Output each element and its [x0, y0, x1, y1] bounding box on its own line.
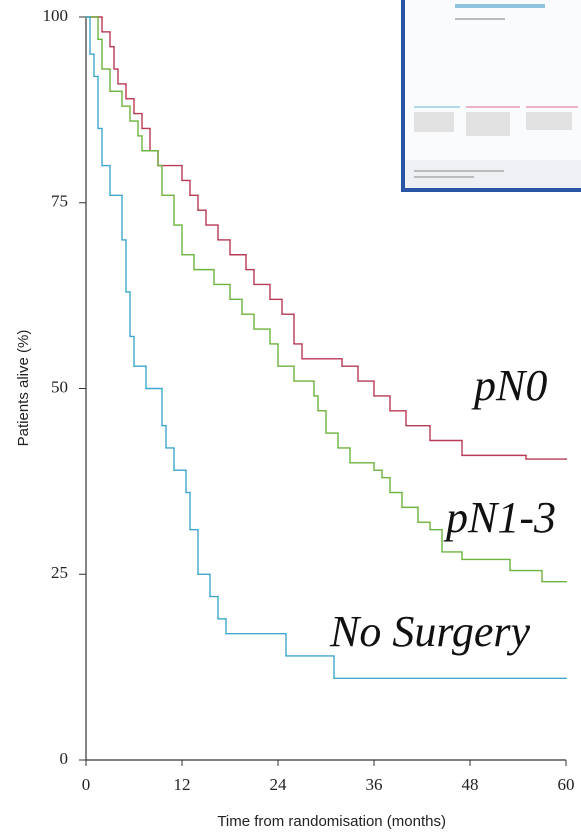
y-tick-label: 100 — [43, 6, 69, 25]
x-tick-label: 48 — [462, 775, 479, 794]
x-tick-label: 0 — [82, 775, 91, 794]
x-tick-label: 60 — [558, 775, 575, 794]
annotation: pN0 — [471, 361, 547, 410]
y-tick-label: 0 — [60, 749, 69, 768]
y-tick-label: 50 — [51, 377, 68, 396]
inset-thumbnail — [401, 0, 581, 192]
x-axis-label: Time from randomisation (months) — [217, 813, 446, 830]
x-tick-label: 12 — [174, 775, 191, 794]
chart: Time from randomisation (months) Patient… — [0, 0, 581, 836]
annotation: pN1-3 — [443, 493, 556, 542]
annotation: No Surgery — [329, 607, 530, 656]
y-tick-label: 25 — [51, 563, 68, 582]
x-tick-label: 36 — [366, 775, 383, 794]
y-axis-label: Patients alive (%) — [15, 330, 32, 447]
x-tick-label: 24 — [270, 775, 288, 794]
y-tick-label: 75 — [51, 192, 68, 211]
